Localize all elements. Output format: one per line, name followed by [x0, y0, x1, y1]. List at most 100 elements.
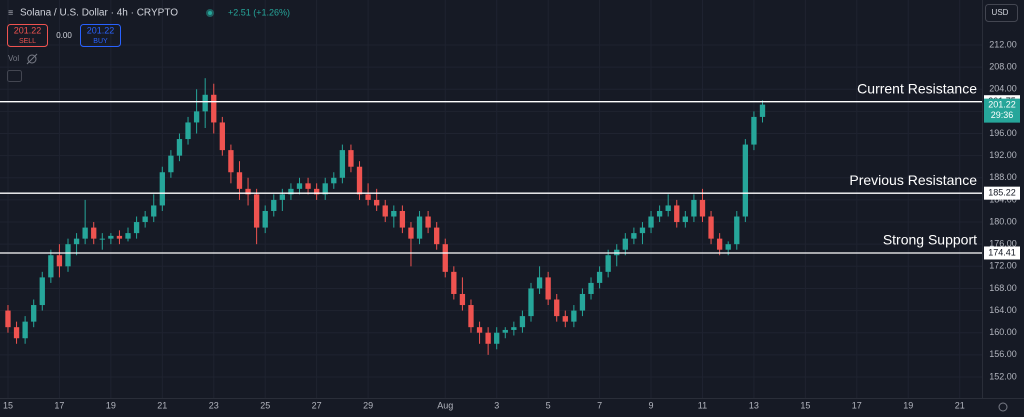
candle-body — [65, 244, 71, 267]
x-tick-label: 9 — [649, 400, 654, 410]
y-tick-label: 212.00 — [989, 39, 1017, 49]
candle-body — [288, 188, 294, 195]
level-price-box — [984, 186, 1020, 200]
currency[interactable]: USD — [992, 8, 1009, 17]
header: ≡ Solana / U.S. Dollar · 4h · CRYPTO +2.… — [7, 4, 1018, 412]
candle-body — [193, 111, 200, 123]
y-tick-label: 180.00 — [989, 216, 1017, 226]
candle-body — [605, 255, 611, 272]
level-price: 185.22 — [988, 188, 1016, 198]
candle-body — [331, 177, 337, 184]
candle-body — [571, 310, 577, 322]
x-tick-label: 17 — [54, 400, 64, 410]
x-tick-label: 29 — [363, 400, 373, 410]
candle-body — [751, 116, 757, 145]
candle-body — [365, 194, 371, 200]
level-label: Current Resistance — [857, 80, 977, 96]
candle-body — [622, 238, 628, 250]
candle-body — [468, 305, 474, 328]
candle-body — [494, 332, 500, 344]
candle-body — [725, 244, 731, 250]
x-tick-label: 23 — [209, 400, 219, 410]
candle-body — [631, 233, 637, 239]
candle-body — [245, 188, 251, 195]
spread: 0.00 — [56, 31, 72, 40]
y-tick-label: 188.00 — [989, 172, 1017, 182]
candle-body — [536, 277, 543, 289]
candle-body — [253, 194, 260, 228]
candle-body — [674, 205, 680, 223]
x-tick-label: 17 — [852, 400, 862, 410]
countdown: 29:36 — [991, 110, 1014, 120]
candle-body — [691, 199, 697, 217]
candle-body — [356, 166, 363, 195]
x-tick-label: 19 — [106, 400, 116, 410]
candle-body — [219, 122, 225, 151]
sell-label[interactable]: SELL — [19, 38, 36, 45]
y-tick-label: 152.00 — [989, 371, 1017, 381]
candle-body — [185, 122, 191, 140]
x-tick-label: 15 — [3, 400, 13, 410]
candle-body — [416, 216, 423, 239]
x-tick-label: 3 — [494, 400, 499, 410]
candle-body — [528, 288, 534, 317]
menu-icon[interactable]: ≡ — [8, 7, 13, 17]
candle-body — [425, 216, 431, 228]
candle-body — [485, 332, 491, 344]
x-tick-label: 13 — [749, 400, 759, 410]
candle-body — [228, 150, 234, 173]
buy-price[interactable]: 201.22 — [87, 25, 115, 35]
candle-body — [511, 327, 517, 330]
symbol[interactable]: Solana / U.S. Dollar · 4h · CRYPTO — [20, 8, 178, 19]
candle-body — [125, 233, 131, 239]
y-tick-label: 168.00 — [989, 283, 1017, 293]
candle-body — [399, 210, 406, 228]
candle-body — [91, 227, 97, 239]
buy-label[interactable]: BUY — [93, 38, 108, 45]
candle-body — [545, 277, 551, 300]
candle-body — [579, 293, 586, 311]
collapse-button[interactable] — [7, 70, 22, 82]
x-tick-label: 19 — [903, 400, 913, 410]
level-price-box — [984, 246, 1020, 260]
y-tick-label: 176.00 — [989, 239, 1017, 249]
candle-body — [382, 205, 388, 217]
visibility-icon[interactable] — [27, 54, 37, 64]
candle-body — [305, 183, 311, 189]
candle-body — [5, 310, 11, 328]
candle-body — [142, 216, 148, 223]
volume-label[interactable]: Vol — [8, 54, 19, 63]
candle-body — [434, 227, 440, 245]
x-tick-label: 7 — [597, 400, 602, 410]
candle-body — [322, 183, 328, 195]
candle-body — [339, 150, 346, 178]
sell-price[interactable]: 201.22 — [14, 25, 42, 35]
settings-icon[interactable] — [998, 402, 1008, 412]
change: +2.51 (+1.26%) — [228, 7, 290, 17]
x-tick-label: 25 — [260, 400, 270, 410]
candle-body — [588, 282, 594, 294]
buy-button[interactable] — [80, 24, 121, 47]
candle-body — [48, 255, 54, 278]
candle-body — [459, 293, 466, 306]
x-tick-label: 27 — [312, 400, 322, 410]
candle-body — [699, 199, 706, 217]
candle-body — [502, 329, 508, 333]
candle-body — [639, 227, 646, 234]
sell-button[interactable] — [7, 24, 48, 47]
candle-body — [742, 144, 749, 217]
candle-body — [73, 238, 80, 245]
candle-body — [13, 327, 20, 339]
candle-body — [279, 194, 286, 200]
candle-body — [108, 235, 114, 239]
candle-body — [133, 222, 140, 234]
x-tick-label: 5 — [546, 400, 551, 410]
candle-body — [271, 199, 277, 211]
currency-button[interactable] — [985, 4, 1018, 22]
candle-body — [82, 227, 88, 239]
last-price: 201.22 — [988, 100, 1016, 110]
y-tick-label: 208.00 — [989, 61, 1017, 71]
y-tick-label: 160.00 — [989, 327, 1017, 337]
